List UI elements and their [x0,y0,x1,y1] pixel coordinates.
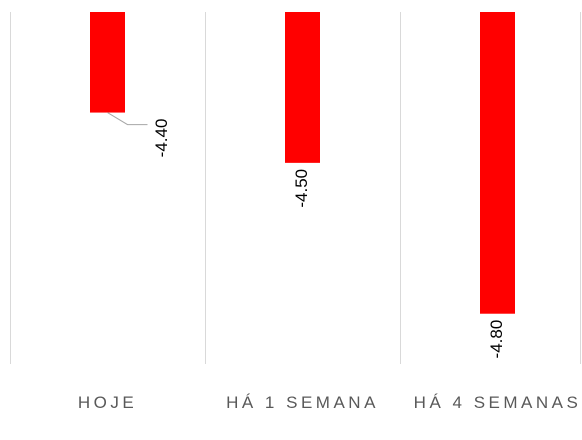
leader-line [107,112,148,126]
bar [90,12,125,113]
value-label: -4.40 [152,119,171,158]
x-tick-label: HÁ 1 SEMANA [226,393,379,412]
bar [480,12,515,314]
category-separators [10,12,581,364]
bar [285,12,320,163]
x-tick-label: HÁ 4 SEMANAS [413,393,582,412]
x-tick-label: HOJE [77,393,138,412]
value-label: -4.80 [487,320,506,359]
value-label: -4.50 [292,169,311,208]
